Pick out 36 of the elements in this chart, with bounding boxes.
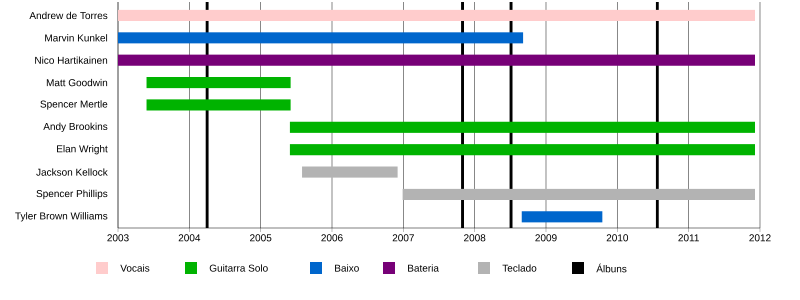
bar [118, 10, 755, 22]
y-tick-label: Spencer Mertle [40, 100, 108, 110]
y-tick-label: Elan Wright [57, 145, 108, 154]
bar [118, 54, 755, 66]
legend-label: Baixo [335, 264, 359, 272]
y-tick-label: Andy Brookins [43, 122, 108, 132]
x-tick-label: 2010 [606, 234, 628, 242]
legend-label: Guitarra Solo [210, 264, 268, 272]
y-tick-label: Nico Hartikainen [35, 56, 108, 64]
bar [146, 99, 291, 111]
x-tick-label: 2007 [392, 234, 414, 242]
y-tick-label: Matt Goodwin [46, 78, 108, 86]
y-tick-label: Tyler Brown Williams [15, 212, 108, 222]
legend-label: Teclado [502, 264, 536, 272]
bar [522, 211, 602, 222]
x-tick-label: 2004 [178, 234, 200, 242]
x-tick-label: 2006 [321, 234, 343, 242]
bar [118, 32, 524, 44]
legend-label: Bateria [408, 264, 439, 272]
bar [402, 188, 755, 200]
y-tick-label: Marvin Kunkel [45, 34, 108, 42]
x-tick-label: 2009 [535, 234, 557, 242]
x-tick-label: 2011 [678, 234, 699, 242]
y-tick-label: Jackson Kellock [36, 168, 108, 176]
x-tick-label: 2005 [250, 234, 272, 242]
bar [146, 76, 291, 88]
bar [290, 144, 755, 156]
y-tick-label: Andrew de Torres [29, 12, 108, 20]
x-tick-label: 2012 [749, 234, 771, 242]
y-tick-label: Spencer Phillips [36, 190, 108, 200]
x-tick-label: 2008 [464, 234, 486, 242]
legend-label: Vocais [120, 264, 150, 272]
bar [302, 166, 398, 178]
legend-label: Álbuns [596, 264, 626, 272]
bar [290, 122, 755, 133]
x-tick-label: 2003 [107, 234, 129, 242]
